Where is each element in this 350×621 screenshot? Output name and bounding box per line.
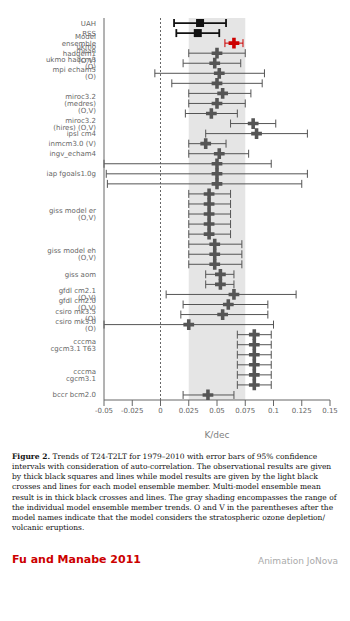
svg-text:-0.025: -0.025	[121, 407, 144, 415]
svg-text:iap fgoals1.0g: iap fgoals1.0g	[46, 170, 96, 178]
svg-text:bccr bcm2.0: bccr bcm2.0	[53, 391, 97, 399]
svg-text:inmcm3.0 (V): inmcm3.0 (V)	[49, 140, 97, 148]
svg-text:giss model er(O,V): giss model er(O,V)	[49, 207, 96, 222]
svg-text:0.125: 0.125	[292, 407, 312, 415]
svg-text:K/dec: K/dec	[204, 430, 229, 440]
svg-text:miroc3.2(medres)(O,V): miroc3.2(medres)(O,V)	[64, 93, 96, 115]
html-text:mean: mean	[76, 46, 96, 55]
html-text:hadgem1: hadgem1	[62, 49, 96, 58]
html-text:(O,V): (O,V)	[78, 294, 96, 303]
svg-text:0.05: 0.05	[209, 407, 225, 415]
html-text:miroc3.2: miroc3.2	[65, 116, 96, 125]
svg-text:0.075: 0.075	[235, 407, 255, 415]
svg-text:UAH: UAH	[81, 20, 96, 28]
html-text:(O,V): (O,V)	[78, 56, 96, 65]
svg-text:giss aom: giss aom	[65, 271, 96, 279]
html-text:ensemble: ensemble	[61, 39, 96, 48]
svg-text:ipsl cm4: ipsl cm4	[67, 130, 97, 138]
svg-text:0.1: 0.1	[268, 407, 279, 415]
svg-text:csiro mk3.0(O): csiro mk3.0(O)	[55, 318, 96, 333]
html-text:Model: Model	[75, 32, 96, 41]
svg-text:-0.05: -0.05	[95, 407, 113, 415]
svg-text:mpi echam5(O): mpi echam5(O)	[52, 66, 96, 81]
svg-text:0.025: 0.025	[179, 407, 199, 415]
html-text:(O,V): (O,V)	[78, 304, 96, 313]
svg-text:0: 0	[158, 407, 162, 415]
html-text:gfdl cm2.1: gfdl cm2.1	[58, 287, 96, 296]
svg-text:giss model eh(O,V): giss model eh(O,V)	[47, 247, 96, 262]
svg-text:cccmacgcm3.1 T63: cccmacgcm3.1 T63	[51, 338, 97, 353]
html-text:ukmo hadcm3: ukmo hadcm3	[45, 56, 96, 65]
html-text:(hires) (O,V): (hires) (O,V)	[53, 123, 96, 132]
html-text:Figure 2. Trends of T24-T2LT f: Figure 2. Trends of T24-T2LT for 1979–20…	[12, 452, 337, 532]
html-text:Fu and Manabe 2011: Fu and Manabe 2011	[12, 553, 141, 566]
svg-text:ingv_echam4: ingv_echam4	[49, 150, 96, 158]
html-text:ukmo: ukmo	[76, 42, 96, 51]
html-text:csiro mk3.5: csiro mk3.5	[55, 307, 96, 316]
svg-text:0.15: 0.15	[322, 407, 338, 415]
svg-text:cccmacgcm3.1: cccmacgcm3.1	[66, 368, 96, 383]
html-text:Animation JoNova: Animation JoNova	[258, 556, 338, 566]
html-text:gfdl cm2.0: gfdl cm2.0	[58, 297, 96, 306]
